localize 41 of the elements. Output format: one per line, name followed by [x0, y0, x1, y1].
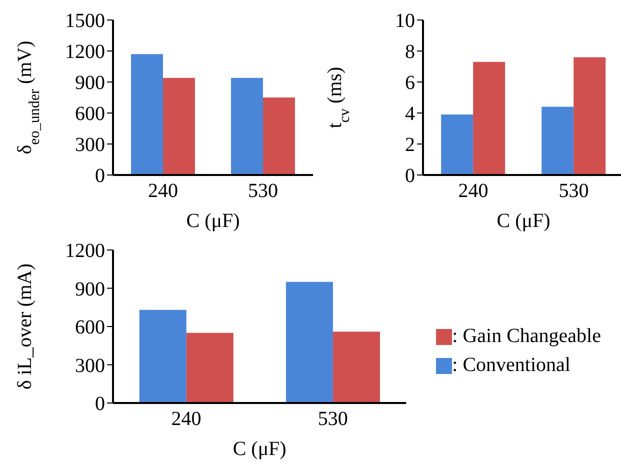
- bar: [473, 62, 506, 175]
- legend-label: : Gain Changeable: [452, 325, 601, 348]
- y-axis-title: δ iL_over (mA): [14, 263, 36, 390]
- y-tick-label: 0: [95, 165, 105, 188]
- y-tick-label: 900: [75, 278, 105, 300]
- bar: [163, 78, 195, 175]
- bar: [186, 332, 234, 403]
- x-axis-title: C (μF): [496, 210, 550, 232]
- x-axis-title: C (μF): [232, 438, 286, 460]
- y-tick-label: 4: [405, 103, 415, 126]
- y-tick-label: 300: [75, 354, 105, 377]
- y-tick-label: 0: [405, 165, 415, 188]
- y-tick-label: 0: [95, 393, 105, 416]
- legend-label: : Conventional: [452, 354, 570, 377]
- y-tick-label: 10: [395, 10, 415, 32]
- bar: [542, 106, 574, 175]
- y-tick-label: 900: [75, 72, 105, 94]
- y-tick-label: 8: [405, 41, 415, 64]
- bar: [332, 332, 380, 403]
- bar: [286, 282, 333, 403]
- y-tick-label: 600: [75, 103, 105, 126]
- x-tick-label: 530: [318, 408, 348, 430]
- y-tick-label: 1500: [65, 10, 105, 32]
- y-tick-label: 1200: [65, 41, 105, 64]
- y-tick-label: 600: [75, 316, 105, 339]
- y-tick-label: 300: [75, 134, 105, 156]
- y-tick-label: 1200: [65, 240, 105, 262]
- y-tick-label: 6: [405, 72, 415, 94]
- x-tick-label: 240: [148, 180, 178, 202]
- x-tick-label: 530: [558, 180, 589, 202]
- bar: [139, 310, 186, 403]
- bar: [441, 114, 474, 175]
- bar: [231, 78, 263, 175]
- x-tick-label: 240: [458, 180, 488, 202]
- x-tick-label: 530: [248, 180, 278, 202]
- y-tick-label: 2: [405, 134, 415, 156]
- bar: [131, 54, 163, 175]
- bar: [574, 57, 606, 175]
- x-axis-title: C (μF): [186, 210, 240, 232]
- x-tick-label: 240: [171, 408, 202, 430]
- bar: [263, 98, 295, 175]
